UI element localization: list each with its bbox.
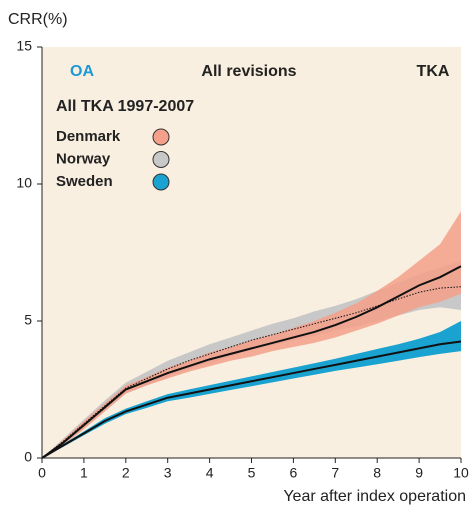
y-tick-label: 10 <box>16 175 32 191</box>
annotation: All revisions <box>201 63 296 80</box>
x-tick-label: 4 <box>206 465 214 481</box>
x-tick-label: 8 <box>373 465 381 481</box>
x-tick-label: 9 <box>415 465 423 481</box>
x-tick-label: 5 <box>248 465 256 481</box>
series-line <box>41 265 462 459</box>
y-axis-label: CRR(%) <box>8 11 68 28</box>
x-tick-label: 2 <box>122 465 130 481</box>
x-axis-label: Year after index operation <box>283 488 466 505</box>
legend-label: Norway <box>56 150 111 167</box>
y-tick-label: 15 <box>16 38 32 54</box>
confidence-band <box>42 321 461 458</box>
x-tick-label: 6 <box>290 465 298 481</box>
x-tick-label: 7 <box>331 465 339 481</box>
x-tick-label: 3 <box>164 465 172 481</box>
legend-swatch <box>152 151 170 168</box>
series-line <box>41 286 462 459</box>
annotation: TKA <box>417 63 450 80</box>
legend-title: All TKA 1997-2007 <box>56 98 194 115</box>
x-tick-label: 1 <box>80 465 88 481</box>
legend-label: Sweden <box>56 173 113 190</box>
annotation: OA <box>70 63 94 80</box>
x-tick-label: 0 <box>38 465 46 481</box>
legend-swatch <box>152 128 170 146</box>
legend-swatch <box>152 173 170 191</box>
plot-background <box>42 47 461 458</box>
x-tick-label: 10 <box>453 465 469 481</box>
y-tick-label: 5 <box>24 312 32 328</box>
y-tick-label: 0 <box>24 449 32 465</box>
series-line <box>41 340 462 459</box>
legend-label: Denmark <box>56 128 121 145</box>
